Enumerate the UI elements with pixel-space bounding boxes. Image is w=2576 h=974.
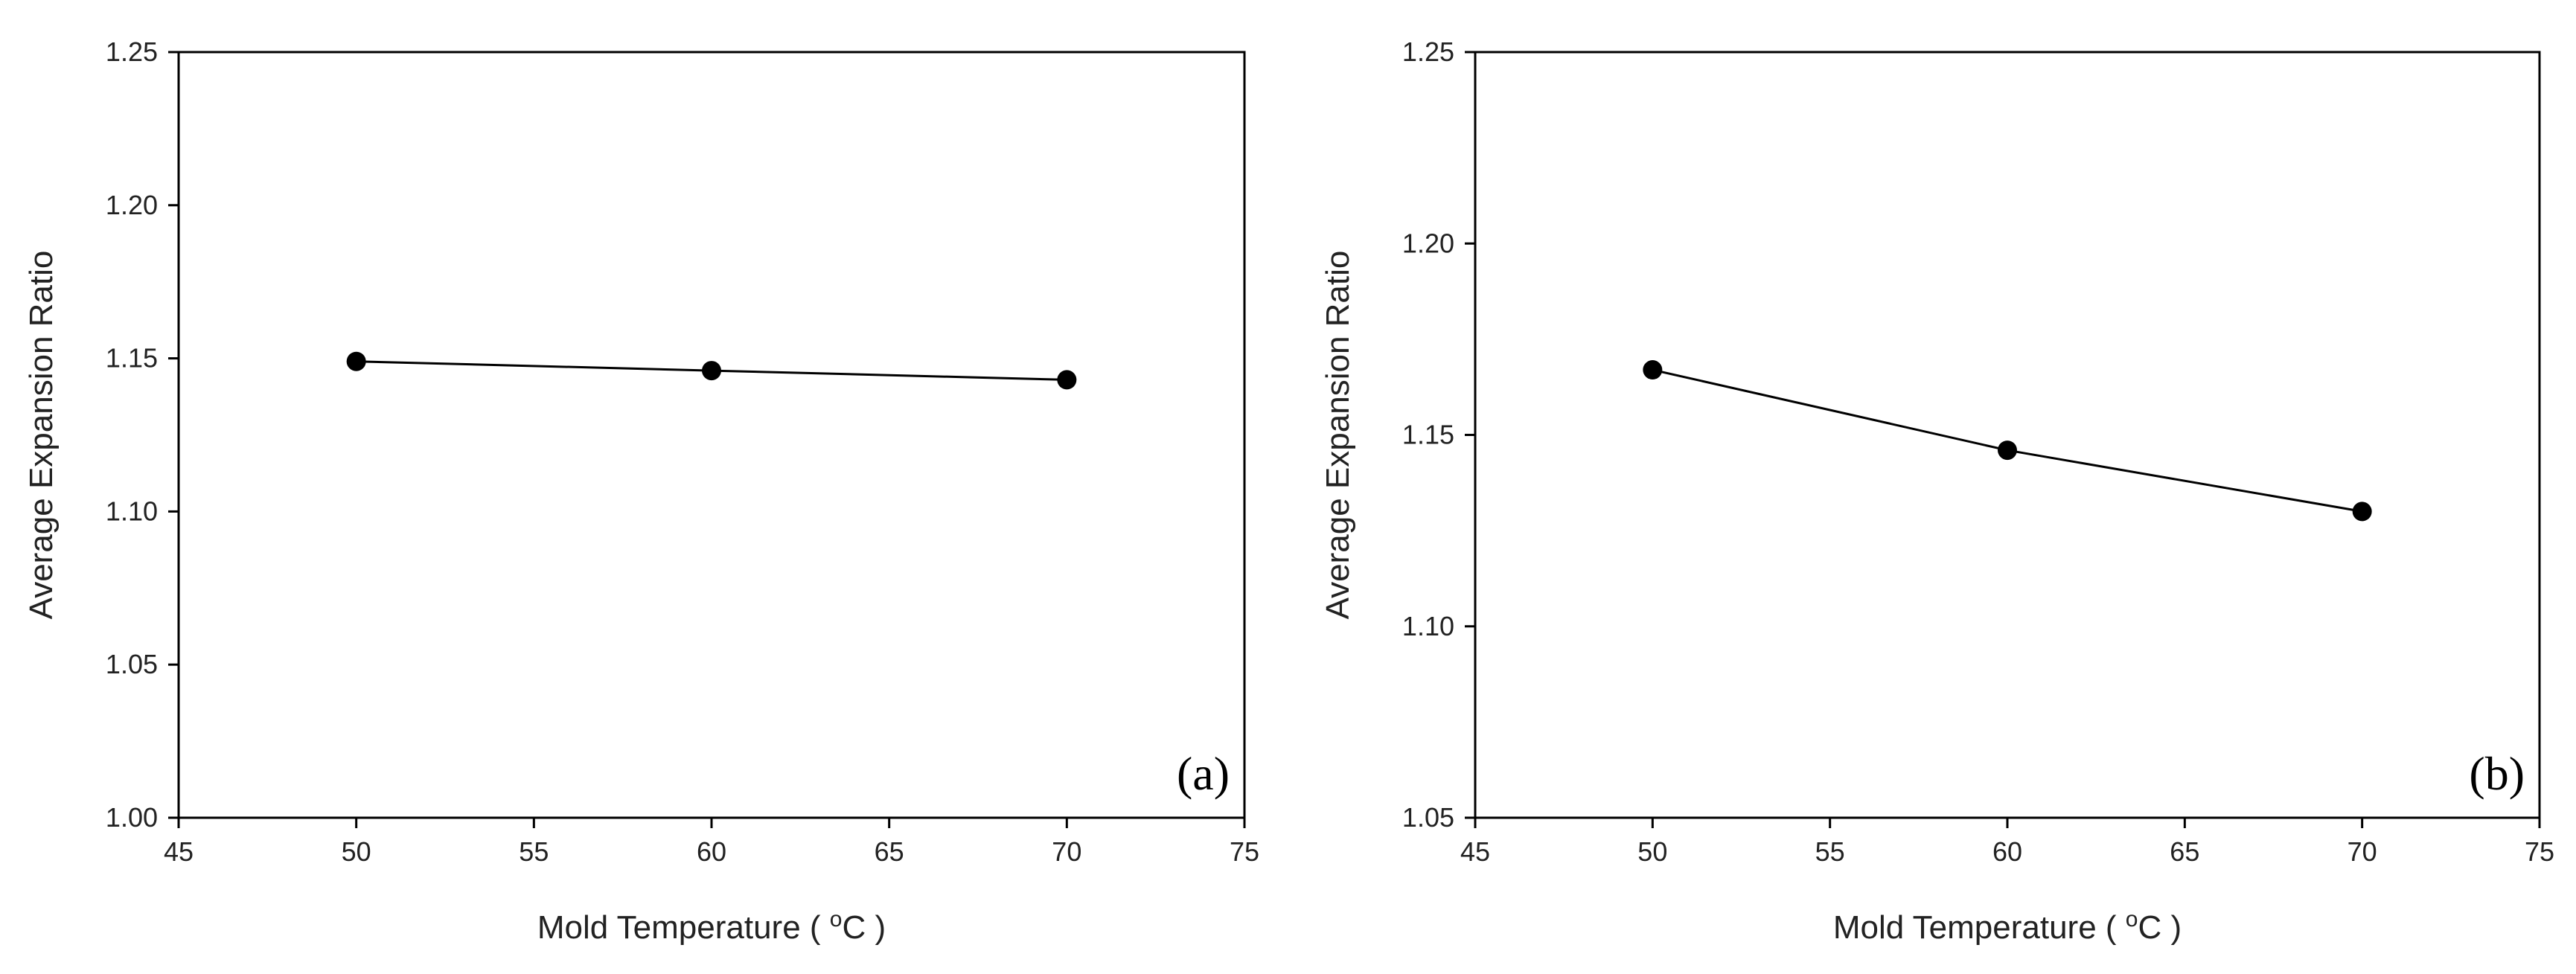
data-point <box>1998 440 2017 461</box>
x-tick-label: 70 <box>2348 836 2377 867</box>
x-tick-label: 55 <box>1815 836 1845 867</box>
panel-label: (a) <box>1177 747 1230 800</box>
y-tick-label: 1.25 <box>106 36 158 67</box>
data-point <box>346 351 366 371</box>
x-tick-label: 75 <box>1230 836 1259 867</box>
y-tick-label: 1.05 <box>106 649 158 679</box>
x-tick-label: 45 <box>1460 836 1490 867</box>
x-tick-label: 60 <box>1992 836 2022 867</box>
y-tick-label: 1.15 <box>1402 420 1454 450</box>
x-axis-title-degree: o <box>2126 907 2138 932</box>
data-point <box>702 361 721 381</box>
x-tick-label: 50 <box>342 836 371 867</box>
x-axis-title-degree: o <box>830 907 843 932</box>
x-tick-label: 50 <box>1637 836 1667 867</box>
plot-frame <box>177 51 1246 819</box>
x-axis-title: Mold Temperature ( oC ) <box>1833 907 2182 946</box>
y-tick-label: 1.15 <box>106 343 158 374</box>
x-axis-title-prefix: Mold Temperature ( <box>1833 909 2126 946</box>
chart-panel-1: 45 50 55 60 65 70 75 1.05 1.10 1.15 1.20 1.25 Mold T… <box>1320 36 2554 946</box>
x-axis-title-prefix: Mold Temperature ( <box>537 909 830 946</box>
x-axis-title-suffix: C ) <box>2138 909 2182 946</box>
y-tick-label: 1.10 <box>1402 611 1454 641</box>
y-tick-label: 1.20 <box>106 190 158 220</box>
y-tick-label: 1.10 <box>106 496 158 526</box>
y-axis-title: Average Expansion Ratio <box>23 251 60 620</box>
panel-label: (b) <box>2469 747 2525 800</box>
x-tick-label: 55 <box>519 836 549 867</box>
x-axis-title-suffix: C ) <box>842 909 886 946</box>
plot-frame <box>1474 51 2541 819</box>
data-point <box>1643 360 1663 380</box>
data-point <box>2352 502 2372 522</box>
y-tick-label: 1.25 <box>1402 36 1454 67</box>
x-tick-label: 45 <box>164 836 194 867</box>
x-axis-title: Mold Temperature ( oC ) <box>537 907 886 946</box>
y-axis-title: Average Expansion Ratio <box>1320 251 1356 620</box>
x-tick-label: 65 <box>875 836 904 867</box>
y-tick-label: 1.20 <box>1402 228 1454 258</box>
y-tick-label: 1.05 <box>1402 802 1454 833</box>
y-tick-label: 1.00 <box>106 802 158 833</box>
x-tick-label: 65 <box>2170 836 2199 867</box>
chart-panel-0: 45 50 55 60 65 70 75 1.00 1.05 1.10 1.15 1.20 1.25 Mo… <box>23 36 1259 946</box>
x-tick-label: 60 <box>697 836 726 867</box>
data-point <box>1057 370 1077 390</box>
x-tick-label: 70 <box>1052 836 1081 867</box>
x-tick-label: 75 <box>2525 836 2554 867</box>
